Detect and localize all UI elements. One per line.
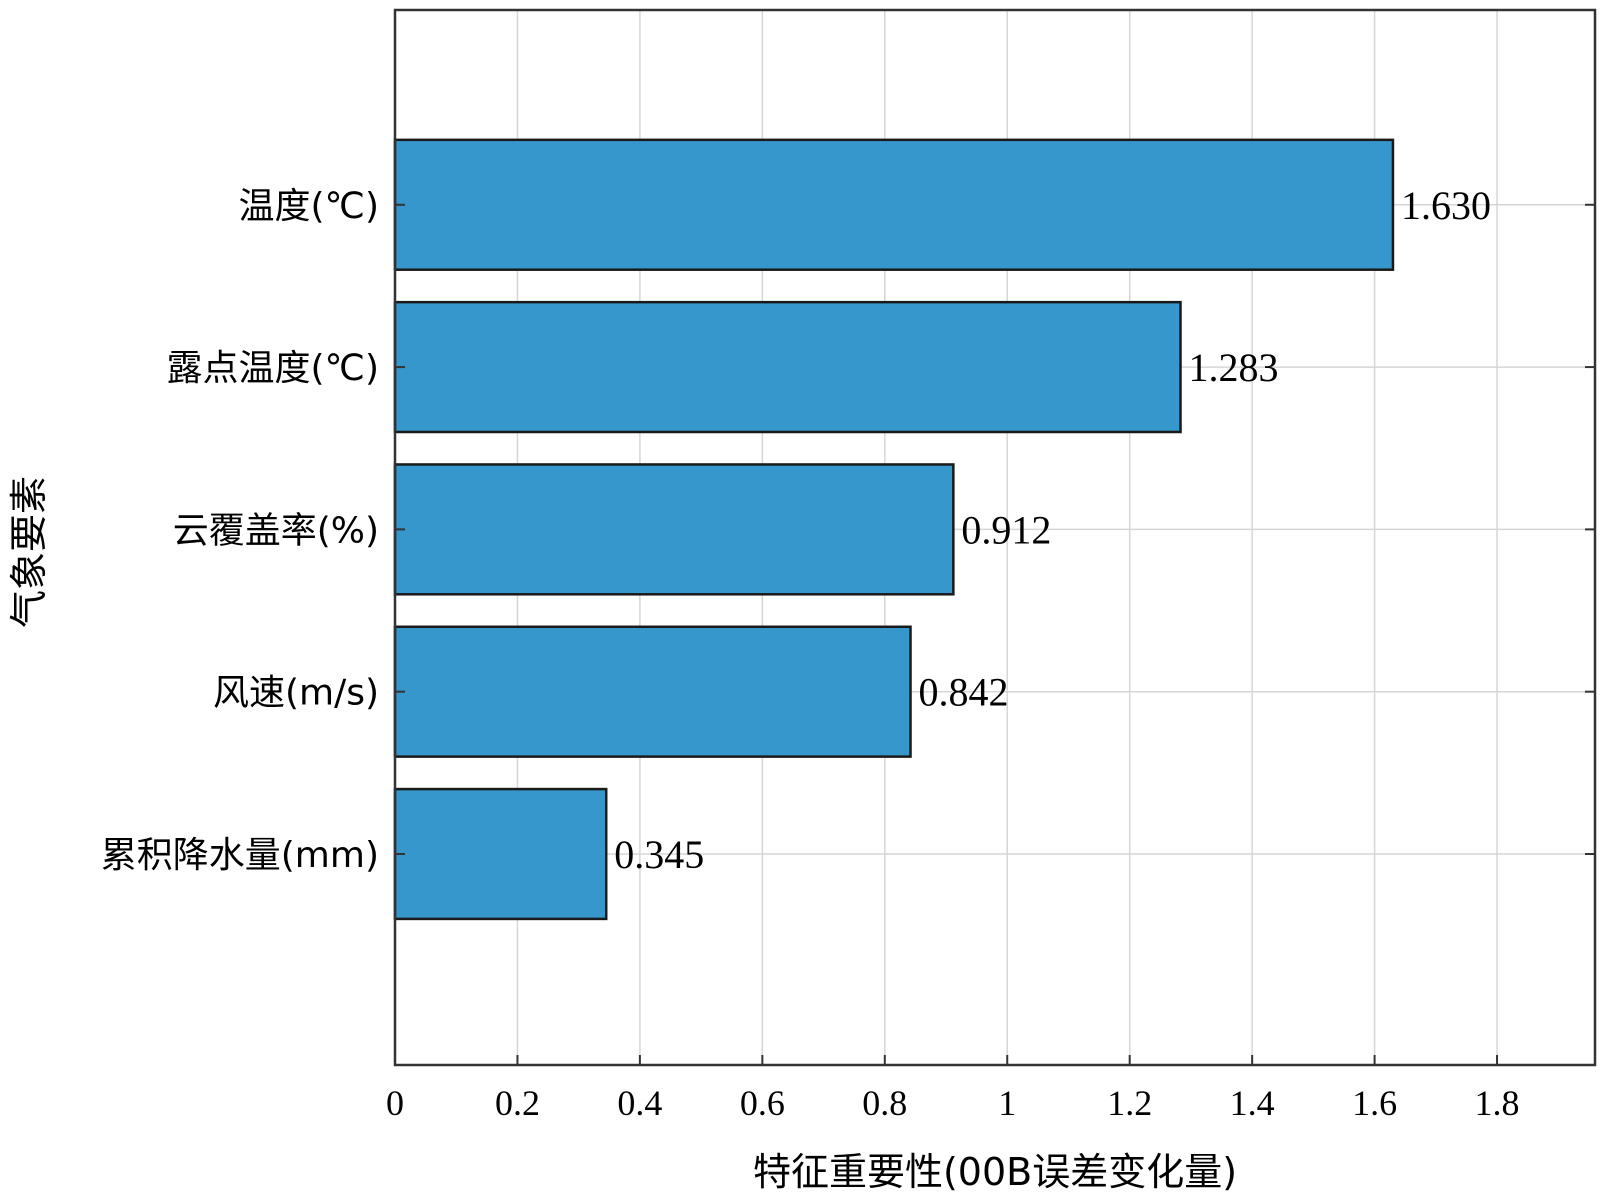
data-label: 0.912: [961, 507, 1051, 552]
category-label: 露点温度(℃): [166, 348, 379, 389]
bar: [393, 625, 912, 758]
y-axis-title: 气象要素: [7, 476, 51, 628]
data-label: 0.345: [614, 832, 704, 877]
data-label: 1.630: [1401, 183, 1491, 228]
data-label: 0.842: [919, 670, 1009, 715]
category-label: 风速(m/s): [213, 673, 379, 714]
bar: [393, 138, 1395, 271]
x-tick-label: 0.6: [740, 1083, 785, 1123]
bar: [393, 787, 608, 921]
x-tick-label: 1.2: [1107, 1083, 1152, 1123]
x-tick-label: 0.4: [617, 1083, 662, 1123]
x-tick-label: 0.2: [495, 1083, 540, 1123]
plot-frame: [393, 8, 1597, 1067]
bar: [393, 300, 1182, 434]
x-tick-label: 0: [386, 1083, 404, 1123]
data-label: 1.283: [1189, 345, 1279, 390]
category-label: 温度(℃): [238, 186, 379, 227]
x-tick-label: 1.6: [1352, 1083, 1397, 1123]
x-tick-label: 0.8: [862, 1083, 907, 1123]
bar: [393, 463, 955, 596]
label-layer: 1.630 1.283 0.912 0.842 0.345: [614, 183, 1491, 877]
x-tick-label: 1.4: [1230, 1083, 1275, 1123]
x-tick-label: 1.8: [1475, 1083, 1520, 1123]
x-tick-label: 1: [998, 1083, 1016, 1123]
bar-layer: [393, 138, 1395, 921]
category-label: 累积降水量(mm): [101, 835, 379, 876]
tick-layer: 0 0.2 0.4 0.6 0.8 1 1.2 1.4 1.6 1.8 温度(℃) 露点温度(℃) 云覆…: [101, 186, 1595, 1123]
x-axis-title: 特征重要性(00B误差变化量): [753, 1150, 1237, 1194]
category-label: 云覆盖率(%): [173, 510, 379, 551]
